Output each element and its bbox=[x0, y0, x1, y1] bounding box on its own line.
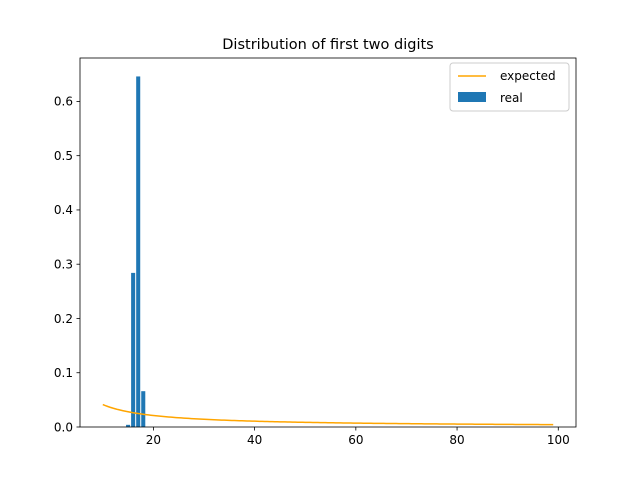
y-tick-label: 0.6 bbox=[54, 95, 73, 109]
chart-title: Distribution of first two digits bbox=[222, 37, 433, 53]
y-tick-label: 0.0 bbox=[54, 420, 73, 434]
x-tick-label: 40 bbox=[247, 433, 262, 447]
bar bbox=[136, 76, 141, 427]
plot-frame bbox=[79, 57, 577, 428]
x-tick-label: 20 bbox=[146, 433, 161, 447]
x-tick-label: 100 bbox=[547, 433, 570, 447]
legend-label-expected: expected bbox=[500, 69, 556, 83]
expected-line bbox=[102, 403, 554, 426]
y-tick-label: 0.3 bbox=[54, 258, 73, 272]
legend-swatch-real bbox=[458, 92, 486, 102]
x-tick-label: 80 bbox=[449, 433, 464, 447]
y-tick-label: 0.4 bbox=[54, 203, 73, 217]
y-tick-label: 0.1 bbox=[54, 366, 73, 380]
x-tick-label: 60 bbox=[348, 433, 363, 447]
legend: expected real bbox=[449, 62, 570, 112]
legend-label-real: real bbox=[500, 91, 523, 105]
bar bbox=[131, 272, 136, 427]
expected-line-layer bbox=[102, 403, 554, 426]
bars-layer bbox=[126, 76, 146, 427]
axes-layer: 20 40 60 80 100 0.0 0.1 0.2 0.3 0.4 0.5 0.6 bbox=[54, 57, 577, 447]
y-tick-label: 0.5 bbox=[54, 149, 73, 163]
bar bbox=[126, 424, 131, 427]
bar bbox=[141, 391, 146, 427]
y-tick-label: 0.2 bbox=[54, 312, 73, 326]
